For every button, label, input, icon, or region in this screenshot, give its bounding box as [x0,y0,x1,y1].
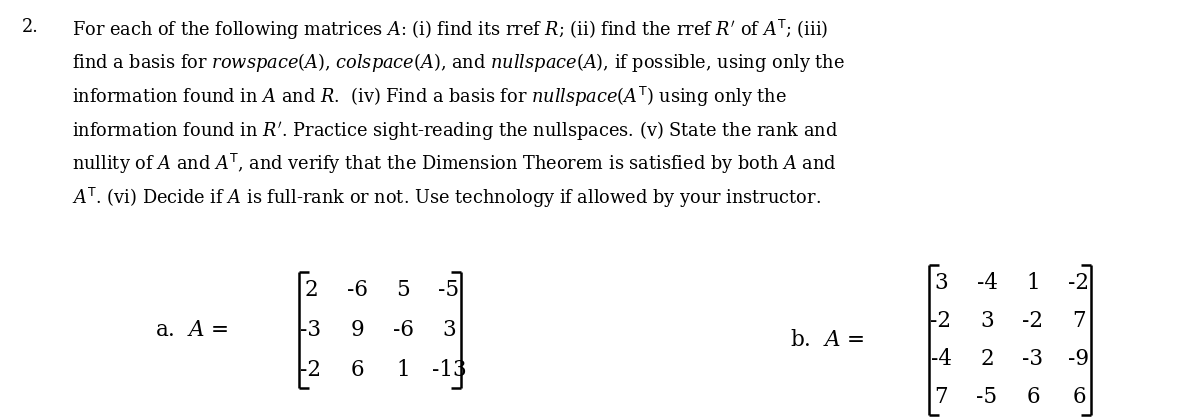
Text: 2: 2 [304,279,318,301]
Text: -6: -6 [392,319,414,341]
Text: 6: 6 [1072,386,1086,408]
Text: 3: 3 [980,310,994,332]
Text: b.  $A$ =: b. $A$ = [790,329,864,351]
Text: a.  $A$ =: a. $A$ = [155,319,228,341]
Text: -2: -2 [300,359,322,381]
Text: 1: 1 [1026,272,1040,294]
Text: -9: -9 [1068,348,1090,370]
Text: -4: -4 [977,272,997,294]
Text: 2.: 2. [22,18,38,36]
Text: 9: 9 [350,319,364,341]
Text: information found in $R'$. Practice sight-reading the nullspaces. (v) State the : information found in $R'$. Practice sigh… [72,119,839,142]
Text: 6: 6 [1026,386,1040,408]
Text: -2: -2 [930,310,952,332]
Text: -5: -5 [977,386,997,408]
Text: 3: 3 [934,272,948,294]
Text: information found in $A$ and $R$.  (iv) Find a basis for $\mathit{nullspace}(A^{: information found in $A$ and $R$. (iv) F… [72,85,787,109]
Text: 1: 1 [396,359,410,381]
Text: -4: -4 [930,348,952,370]
Text: 5: 5 [396,279,410,301]
Text: -3: -3 [1022,348,1044,370]
Text: find a basis for $\mathit{rowspace}(A)$, $\mathit{colspace}(A)$, and $\mathit{nu: find a basis for $\mathit{rowspace}(A)$,… [72,52,845,75]
Text: -2: -2 [1068,272,1090,294]
Text: 2: 2 [980,348,994,370]
Text: -6: -6 [347,279,367,301]
Text: $A^{\mathsf{T}}$. (vi) Decide if $A$ is full-rank or not. Use technology if allo: $A^{\mathsf{T}}$. (vi) Decide if $A$ is … [72,186,821,210]
Text: -3: -3 [300,319,322,341]
Text: 7: 7 [1072,310,1086,332]
Text: -2: -2 [1022,310,1044,332]
Text: 6: 6 [350,359,364,381]
Text: -5: -5 [438,279,460,301]
Text: 3: 3 [442,319,456,341]
Text: 7: 7 [934,386,948,408]
Text: nullity of $A$ and $A^{\mathsf{T}}$, and verify that the Dimension Theorem is sa: nullity of $A$ and $A^{\mathsf{T}}$, and… [72,152,836,176]
Text: -13: -13 [432,359,467,381]
Text: For each of the following matrices $A$: (i) find its rref $R$; (ii) find the rre: For each of the following matrices $A$: … [72,18,828,42]
